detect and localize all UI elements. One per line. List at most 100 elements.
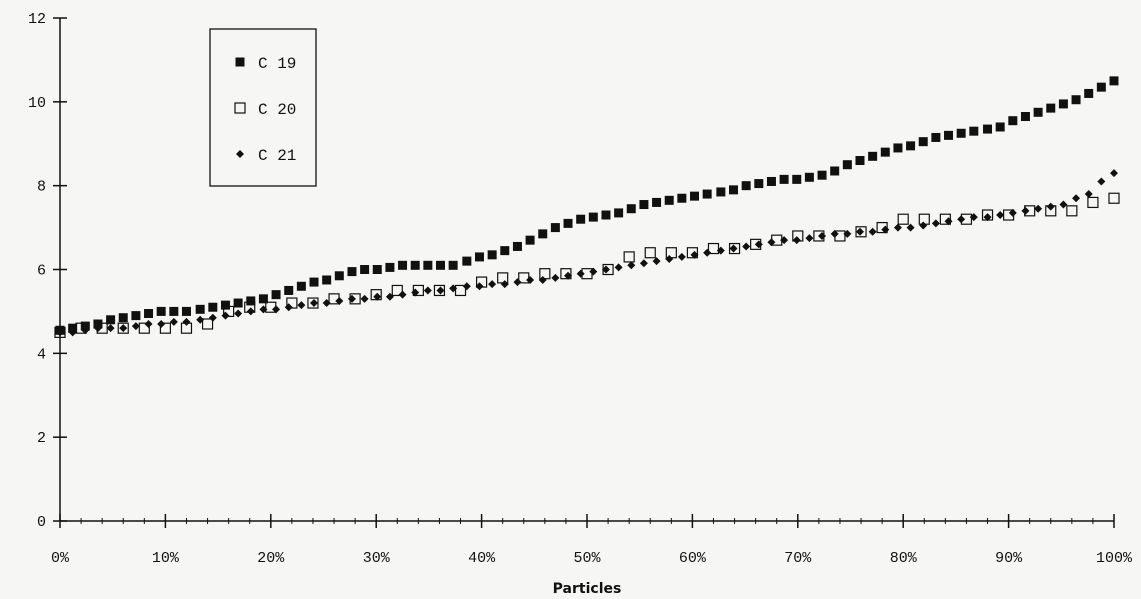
data-point [677, 193, 687, 203]
data-points [54, 76, 1120, 338]
data-point [703, 248, 712, 257]
data-point [449, 284, 458, 293]
data-point [830, 166, 840, 176]
y-tick-label: 4 [37, 346, 46, 363]
legend-marker [234, 102, 246, 114]
data-point [995, 122, 1005, 132]
legend-box [209, 28, 317, 187]
data-point [284, 285, 294, 295]
data-point [157, 319, 166, 328]
data-point [347, 294, 356, 303]
data-point [462, 256, 472, 266]
series-c-19 [55, 76, 1119, 335]
data-point [919, 221, 928, 230]
data-point [906, 223, 915, 232]
data-point [702, 189, 712, 199]
data-point [138, 322, 150, 334]
data-point [512, 241, 522, 251]
data-point [897, 213, 909, 225]
legend: C 19 C 20 C 21 [209, 28, 317, 187]
data-point [385, 262, 395, 272]
data-point [119, 324, 128, 333]
data-point [398, 260, 408, 270]
data-point [525, 235, 535, 245]
data-point [944, 217, 953, 226]
data-point [893, 223, 902, 232]
data-point [500, 246, 510, 256]
data-point [1072, 194, 1081, 203]
data-point [729, 244, 738, 253]
data-point [93, 319, 103, 329]
data-point [1066, 205, 1078, 217]
data-point [106, 324, 115, 333]
data-point [488, 280, 497, 289]
data-point [233, 298, 243, 308]
data-point [855, 227, 864, 236]
data-point [754, 179, 764, 189]
data-point [246, 296, 256, 306]
data-point [716, 246, 725, 255]
data-point [1087, 196, 1099, 209]
data-point [843, 229, 852, 238]
data-point [931, 219, 940, 228]
data-point [1008, 208, 1017, 217]
data-point [360, 265, 370, 274]
data-point [944, 130, 954, 140]
data-point [1110, 169, 1118, 178]
data-point [201, 318, 214, 330]
data-point [196, 315, 205, 324]
legend-marker [236, 150, 244, 158]
data-point [780, 236, 789, 245]
data-point [588, 212, 598, 222]
data-point [309, 277, 319, 287]
data-point [1084, 190, 1093, 199]
data-point [551, 273, 560, 282]
data-point [560, 268, 572, 280]
data-point [259, 305, 268, 314]
data-point [221, 311, 230, 320]
data-point [144, 309, 154, 319]
data-point [258, 294, 268, 304]
x-tick-label: 100% [1096, 550, 1133, 567]
data-point [538, 229, 548, 239]
data-point [564, 271, 573, 280]
x-tick-label: 70% [784, 550, 812, 567]
data-point [880, 147, 890, 157]
data-point [707, 242, 720, 255]
x-tick-label: 60% [679, 550, 707, 567]
data-point [614, 263, 623, 272]
data-point [1109, 76, 1119, 86]
data-point [1034, 204, 1043, 213]
data-point [297, 301, 306, 310]
x-axis-title: Particles [553, 581, 622, 597]
data-point [169, 306, 179, 316]
data-point [296, 281, 306, 291]
x-tick-label: 40% [468, 550, 496, 567]
data-point [347, 267, 357, 277]
data-point [398, 290, 407, 299]
data-point [996, 211, 1005, 220]
data-point [80, 321, 90, 331]
data-point [391, 284, 403, 297]
x-tick-label: 10% [152, 550, 180, 567]
data-point [868, 227, 877, 236]
data-point [804, 172, 814, 182]
data-point [1059, 200, 1068, 209]
data-point [487, 250, 497, 260]
data-point [639, 259, 648, 268]
data-point [690, 191, 700, 201]
data-point [322, 275, 332, 285]
data-point [817, 170, 827, 180]
data-point [614, 208, 624, 218]
data-point [563, 218, 573, 228]
data-point [664, 195, 674, 205]
data-point [1084, 88, 1094, 98]
data-point [792, 236, 801, 245]
data-point [539, 268, 551, 280]
data-point [686, 247, 699, 259]
data-point [779, 174, 789, 184]
data-point [423, 260, 433, 270]
data-point [742, 242, 751, 251]
data-point [969, 213, 978, 222]
data-point [1097, 177, 1106, 186]
